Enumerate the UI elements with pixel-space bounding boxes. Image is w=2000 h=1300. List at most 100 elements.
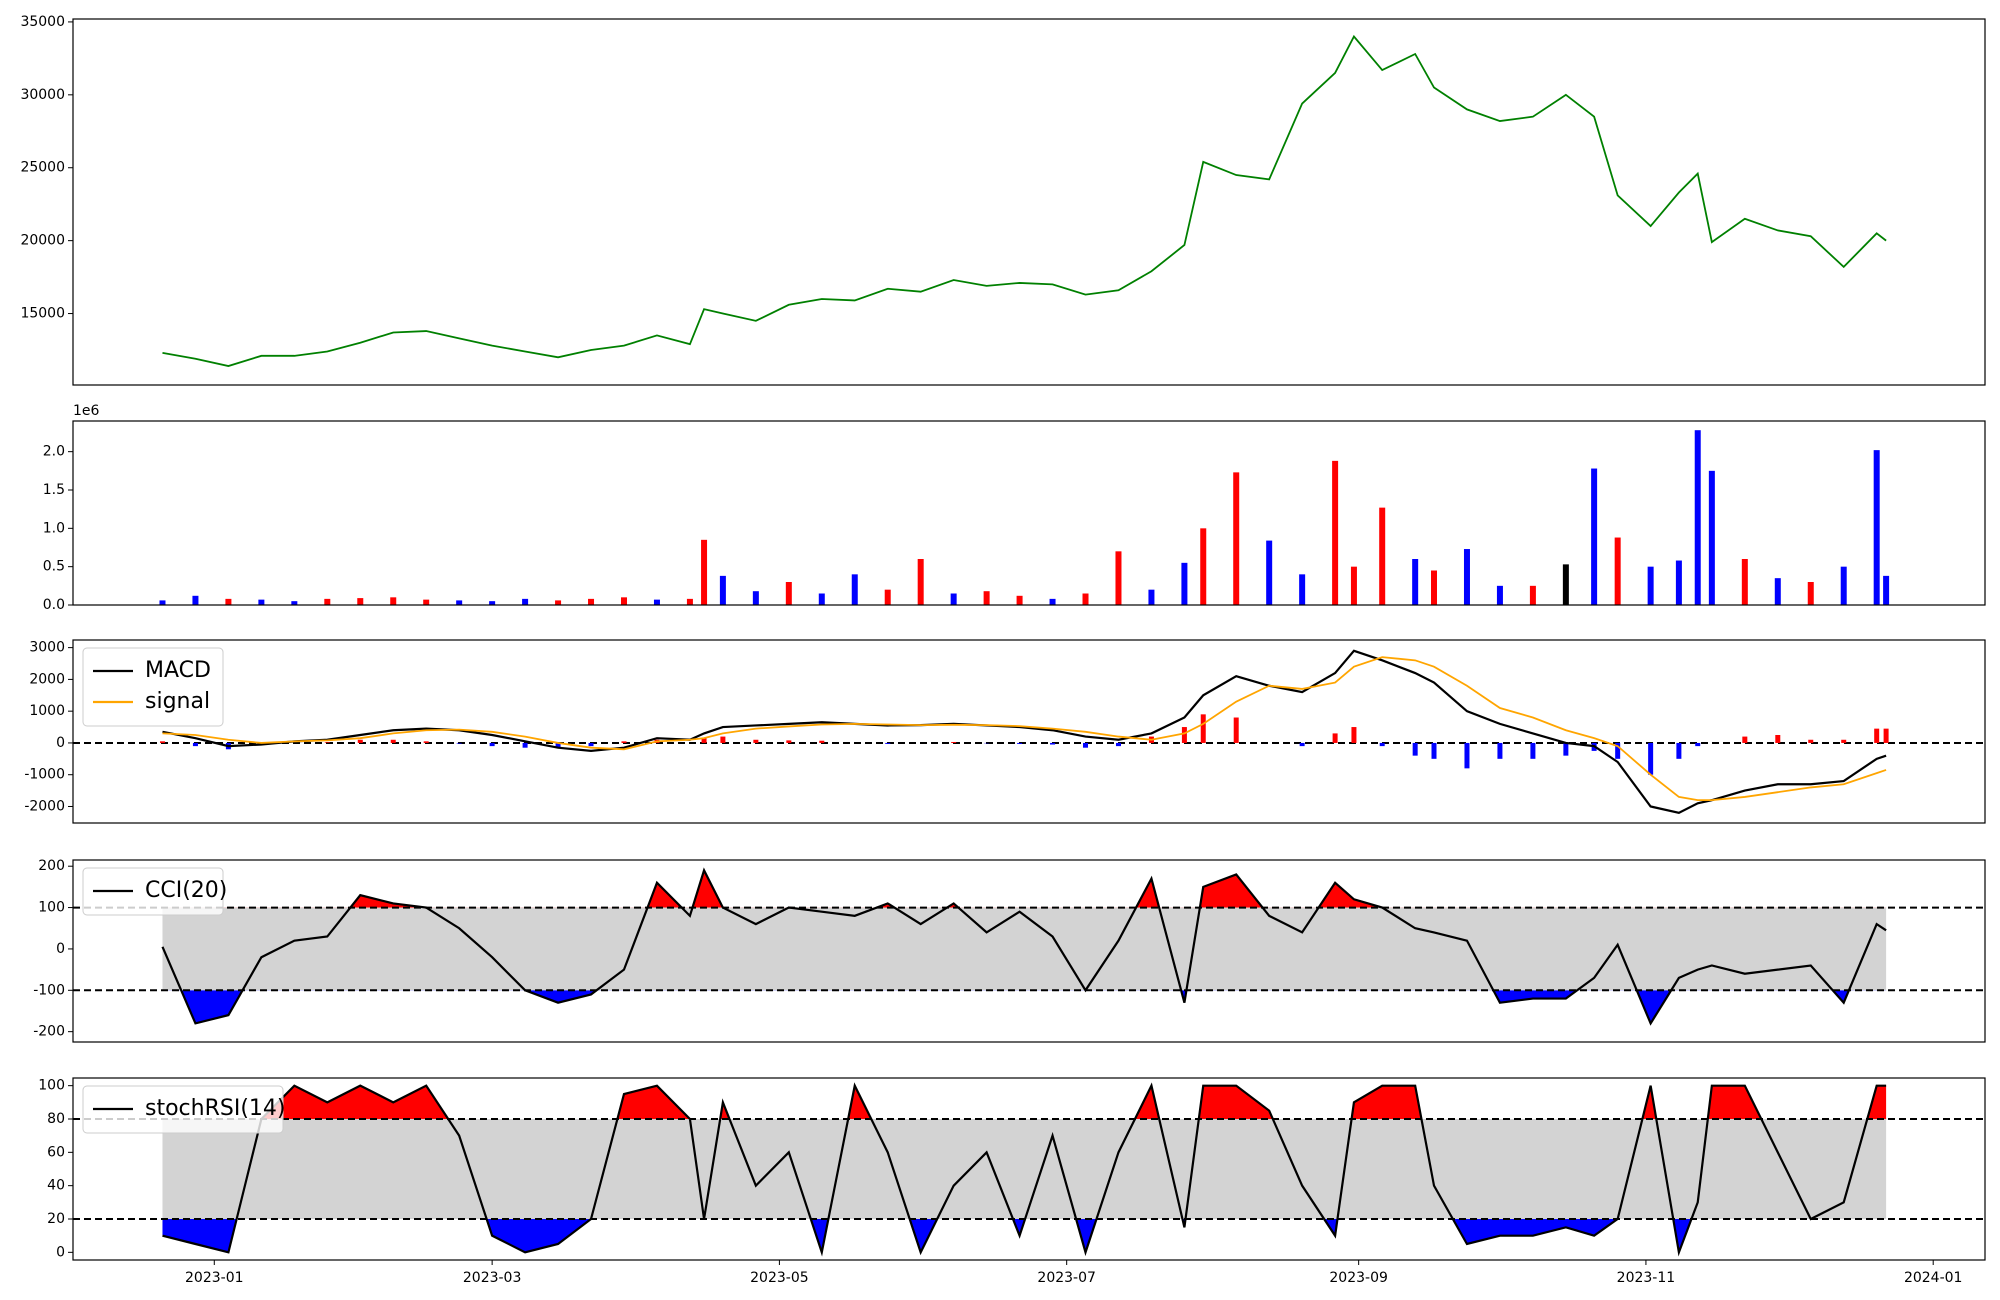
y-tick-label: 0.0 bbox=[43, 597, 65, 613]
bar bbox=[1431, 570, 1438, 605]
x-tick-label: 2023-01 bbox=[185, 1270, 244, 1286]
bar bbox=[1082, 593, 1089, 605]
bar bbox=[1591, 468, 1598, 605]
histogram-bar bbox=[1332, 733, 1338, 743]
bar bbox=[390, 597, 397, 605]
bar bbox=[522, 598, 529, 605]
histogram-bar bbox=[753, 739, 759, 743]
histogram-bar bbox=[1083, 742, 1089, 748]
bar bbox=[324, 598, 331, 605]
legend: stochRSI(14) bbox=[82, 1085, 286, 1134]
legend-box bbox=[82, 867, 224, 916]
histogram-bar bbox=[1050, 742, 1056, 745]
plot-area bbox=[73, 649, 1985, 814]
bar bbox=[192, 595, 199, 605]
y-tick-label: 2.0 bbox=[43, 444, 65, 460]
histogram-bar bbox=[1412, 742, 1418, 756]
histogram-bar bbox=[1379, 742, 1385, 747]
histogram-bar bbox=[159, 741, 165, 743]
bar bbox=[456, 600, 463, 605]
plot-area bbox=[73, 867, 1985, 1026]
x-tick-label: 2023-09 bbox=[1329, 1270, 1388, 1286]
y-tick-label: 3000 bbox=[29, 640, 65, 656]
bar bbox=[785, 582, 792, 605]
histogram-bar bbox=[1775, 734, 1781, 743]
y-tick-label: 0.5 bbox=[43, 559, 65, 575]
histogram-bar bbox=[1615, 742, 1621, 759]
bar bbox=[719, 575, 726, 605]
y-tick-label: 1.5 bbox=[43, 482, 65, 498]
legend: CCI(20) bbox=[82, 867, 227, 916]
histogram-bar bbox=[1695, 742, 1701, 747]
histogram-bar bbox=[786, 740, 792, 743]
histogram-bar bbox=[1648, 742, 1654, 775]
bar bbox=[1332, 460, 1339, 605]
bar bbox=[1694, 430, 1701, 605]
x-tick-label: 2023-11 bbox=[1617, 1270, 1676, 1286]
bar bbox=[1708, 470, 1715, 605]
bar bbox=[917, 559, 924, 605]
histogram-bar bbox=[1563, 742, 1569, 756]
legend-label: CCI(20) bbox=[145, 878, 227, 903]
y-tick-label: 20 bbox=[47, 1211, 65, 1227]
bar bbox=[752, 591, 759, 605]
bar bbox=[1675, 560, 1682, 605]
bar bbox=[1115, 551, 1122, 605]
histogram-bar bbox=[1464, 742, 1470, 769]
bar bbox=[1840, 566, 1847, 605]
histogram-bar bbox=[951, 741, 957, 743]
histogram-bar bbox=[1200, 714, 1206, 743]
x-tick-label: 2023-05 bbox=[750, 1270, 809, 1286]
bar bbox=[291, 601, 298, 605]
bar bbox=[701, 539, 708, 605]
histogram-bar bbox=[1115, 742, 1121, 747]
histogram-bar bbox=[357, 739, 363, 743]
histogram-bar bbox=[1181, 727, 1187, 743]
histogram-bar bbox=[720, 736, 726, 743]
y-tick-label: 60 bbox=[47, 1144, 65, 1160]
y-tick-label: 100 bbox=[38, 1078, 65, 1094]
bar bbox=[1614, 537, 1621, 605]
line bbox=[162, 34, 1887, 367]
bar bbox=[489, 601, 496, 605]
bar bbox=[620, 597, 627, 605]
legend-box bbox=[82, 647, 224, 727]
neutral-band bbox=[162, 907, 1887, 991]
bar bbox=[1647, 566, 1654, 605]
bar bbox=[1266, 540, 1273, 605]
oversold-fill bbox=[162, 1219, 1887, 1253]
y-tick-label: -2000 bbox=[24, 798, 65, 814]
y-tick-label: 0 bbox=[56, 1244, 65, 1260]
bar bbox=[1529, 585, 1536, 605]
line bbox=[162, 649, 1887, 814]
y-tick-label: 80 bbox=[47, 1111, 65, 1127]
bar bbox=[1016, 595, 1023, 605]
bar bbox=[357, 598, 364, 605]
y-tick-label: 1000 bbox=[29, 703, 65, 719]
histogram-bar bbox=[456, 742, 462, 744]
legend: MACD signal bbox=[82, 647, 224, 727]
y-tick-label: 25000 bbox=[20, 160, 65, 176]
histogram-bar bbox=[522, 742, 528, 748]
histogram-bar bbox=[390, 739, 396, 743]
histogram-bar bbox=[1883, 728, 1889, 743]
y-tick-label: 30000 bbox=[20, 87, 65, 103]
bar bbox=[818, 593, 825, 605]
legend-box bbox=[82, 1085, 284, 1134]
histogram-bar bbox=[1530, 742, 1536, 759]
histogram-bar bbox=[885, 742, 891, 744]
bar bbox=[225, 598, 232, 605]
legend-label: stochRSI(14) bbox=[145, 1096, 286, 1121]
x-tick-label: 2023-03 bbox=[463, 1270, 522, 1286]
bar bbox=[159, 600, 166, 605]
bar bbox=[1741, 559, 1748, 605]
histogram-bar bbox=[1497, 742, 1503, 759]
histogram-bar bbox=[1233, 717, 1239, 743]
histogram-bar bbox=[621, 741, 627, 743]
y-tick-label: 100 bbox=[38, 900, 65, 916]
bar bbox=[1774, 578, 1781, 605]
bar bbox=[653, 599, 660, 605]
axes-frame bbox=[72, 859, 1986, 1043]
axis-offset-label: 1e6 bbox=[73, 403, 100, 419]
